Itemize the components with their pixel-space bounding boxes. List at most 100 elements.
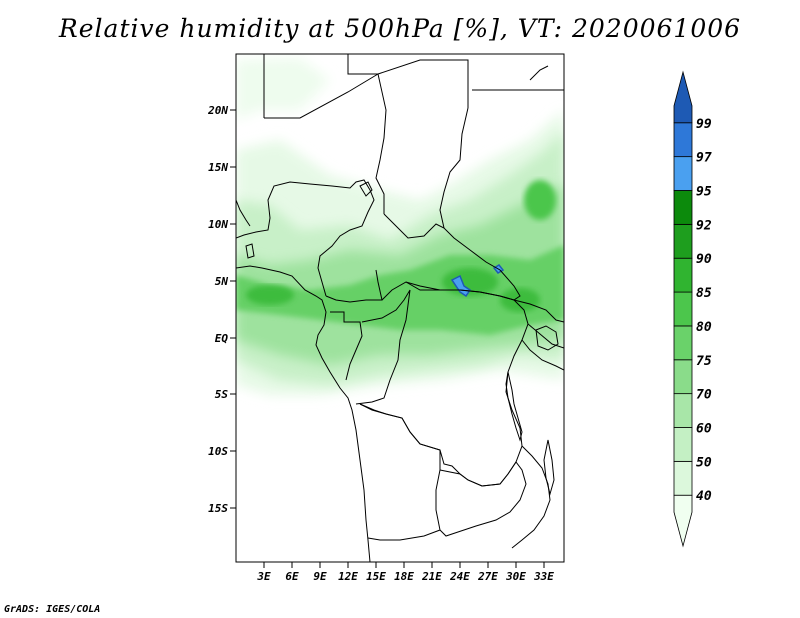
lake-tanganyika [505, 371, 523, 442]
lat-tick-eq: EQ [215, 332, 236, 345]
lat-label-10n: 10N [208, 218, 228, 231]
lake-volta [245, 243, 255, 259]
border-niger-chad [236, 199, 251, 227]
lat-tick-5s: 5S [215, 388, 236, 401]
colorbar-label-70: 70 [696, 388, 712, 403]
lat-tick-10n: 10N [208, 218, 236, 231]
chart-title: Relative humidity at 500hPa [%], VT: 202… [58, 14, 742, 43]
coastline-west-africa [236, 265, 371, 562]
lon-tick-18e: 18E [394, 562, 414, 583]
humidity-90-spot-2 [500, 288, 540, 312]
colorbar-label-90: 90 [696, 252, 712, 267]
humidity-85-band [236, 245, 564, 335]
colorbar-label-99: 99 [696, 117, 712, 132]
border-gabon [330, 311, 363, 381]
lon-label-18e: 18E [394, 570, 414, 583]
colorbar-label-80: 80 [696, 320, 712, 335]
lon-label-15e: 15E [366, 570, 386, 583]
colorbar-segment-8 [673, 223, 693, 259]
border-nigeria [236, 179, 375, 297]
lat-tick-5n: 5N [215, 275, 236, 288]
colorbar-segment-7 [673, 257, 693, 293]
lat-label-5n: 5N [215, 275, 229, 288]
lon-tick-9e: 9E [313, 562, 327, 583]
border-east-africa [513, 299, 564, 323]
humidity-40-north [236, 58, 330, 120]
colorbar-segments [673, 70, 693, 548]
border-sahara-2 [264, 73, 379, 119]
lake-chad [359, 181, 373, 197]
lat-tick-10s: 10S [208, 445, 236, 458]
colorbar-segment-1 [673, 460, 693, 496]
colorbar-segment-2 [673, 427, 693, 462]
humidity-90-spot-3 [246, 285, 294, 305]
humidity-90-spot-4 [524, 180, 556, 220]
border-east-africa-2 [527, 323, 564, 349]
lon-label-33e: 33E [533, 570, 554, 583]
colorbar-label-50: 50 [696, 455, 712, 470]
border-zambia [439, 461, 527, 537]
colorbar-segment-4 [673, 359, 693, 395]
lon-tick-3e: 3E [256, 562, 271, 583]
colorbar-segment-9 [673, 190, 693, 225]
lat-label-15s: 15S [208, 502, 228, 515]
lon-label-21e: 21E [421, 570, 442, 583]
lon-tick-12e: 12E [338, 562, 358, 583]
lat-tick-15s: 15S [208, 502, 236, 515]
colorbar-segment-6 [673, 291, 693, 327]
colorbar-label-60: 60 [696, 422, 712, 437]
lon-axis: 3E 6E 9E 12E 15E 18E 21E 24E 27E 30E 33E [256, 562, 554, 583]
borders-coastlines [236, 54, 564, 562]
humidity-field [236, 58, 564, 395]
lat-label-eq: EQ [215, 332, 229, 345]
colorbar-segment-5 [673, 325, 693, 361]
lon-tick-6e: 6E [285, 562, 299, 583]
lon-tick-24e: 24E [449, 562, 470, 583]
colorbar-labels: 40 50 60 70 75 80 85 90 92 95 97 99 [696, 117, 712, 504]
lat-axis: 20N 15N 10N 5N EQ 5S 10S 15S [207, 104, 236, 515]
lon-label-30e: 30E [505, 570, 526, 583]
colorbar-label-97: 97 [696, 151, 712, 166]
lon-tick-27e: 27E [477, 562, 498, 583]
humidity-90-spot-1 [442, 268, 498, 296]
border-chad-east [375, 73, 387, 214]
lon-tick-15e: 15E [366, 562, 386, 583]
lon-tick-30e: 30E [505, 562, 526, 583]
colorbar-segment-12 [673, 70, 693, 124]
colorbar-segment-11 [673, 122, 693, 158]
border-congo [355, 289, 411, 405]
lat-label-10s: 10S [208, 445, 228, 458]
lake-malawi [543, 439, 555, 496]
border-chad-sudan [439, 107, 469, 229]
lon-label-24e: 24E [449, 570, 470, 583]
lat-label-5s: 5S [215, 388, 229, 401]
colorbar-label-40: 40 [696, 489, 712, 504]
colorbar-label-75: 75 [696, 354, 712, 369]
colorbar-label-85: 85 [696, 286, 712, 301]
lake-victoria [535, 325, 559, 351]
lon-label-9e: 9E [313, 570, 327, 583]
colorbar-segment-3 [673, 393, 693, 428]
lon-tick-33e: 33E [533, 562, 554, 583]
border-sahara-3 [347, 54, 469, 108]
credit-text: GrADS: IGES/COLA [4, 604, 101, 615]
lon-label-12e: 12E [338, 570, 358, 583]
lat-tick-15n: 15N [208, 161, 236, 174]
lat-label-15n: 15N [208, 161, 228, 174]
colorbar-label-92: 92 [696, 218, 712, 233]
colorbar-segment-0 [673, 494, 693, 548]
border-tanzania [521, 339, 564, 371]
lat-label-20n: 20N [207, 104, 228, 117]
lat-tick-20n: 20N [207, 104, 236, 117]
colorbar-label-95: 95 [696, 185, 712, 200]
red-sea-coast [529, 65, 549, 81]
border-cameroon-south [325, 269, 383, 303]
lon-tick-21e: 21E [421, 562, 442, 583]
lon-label-27e: 27E [477, 570, 498, 583]
colorbar-segment-10 [673, 156, 693, 191]
lon-label-3e: 3E [256, 570, 271, 583]
lon-label-6e: 6E [285, 570, 299, 583]
map-frame [235, 53, 565, 563]
